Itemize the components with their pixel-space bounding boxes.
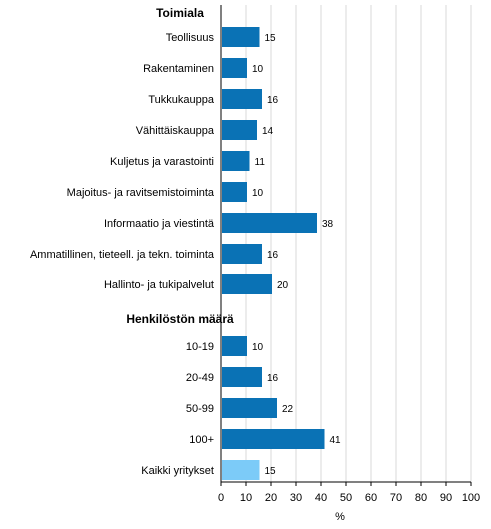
x-tick-label: 10 <box>240 492 252 504</box>
bar <box>222 151 250 171</box>
x-tick-label: 80 <box>415 492 427 504</box>
category-label: Vähittäiskauppa <box>136 125 215 137</box>
data-label: 10 <box>252 188 264 199</box>
group-heading: Toimiala <box>156 6 204 20</box>
grid-lines <box>245 5 472 482</box>
bar <box>222 182 247 202</box>
data-label: 20 <box>277 280 289 291</box>
category-label: Kuljetus ja varastointi <box>110 156 214 168</box>
data-label: 11 <box>255 157 266 168</box>
data-label: 16 <box>267 95 279 106</box>
data-label: 38 <box>322 219 334 230</box>
category-label: Hallinto- ja tukipalvelut <box>104 279 214 291</box>
bar <box>222 89 262 109</box>
bar <box>222 27 260 47</box>
data-label: 41 <box>330 435 342 446</box>
x-tick-label: 30 <box>290 492 302 504</box>
category-label: 10-19 <box>186 341 214 353</box>
value-labels: 15 10 16 14 11 10 38 16 20 10 16 22 41 15 <box>252 33 341 477</box>
bar <box>222 429 325 449</box>
x-tick-label: 0 <box>218 492 224 504</box>
category-label: 50-99 <box>186 403 214 415</box>
bar <box>222 367 262 387</box>
bar <box>222 274 272 294</box>
x-tick-label: 100 <box>462 492 480 504</box>
data-label: 10 <box>252 342 264 353</box>
data-label: 14 <box>262 126 274 137</box>
x-tick-label: 70 <box>390 492 402 504</box>
data-label: 22 <box>282 404 294 415</box>
category-label: Rakentaminen <box>143 63 214 75</box>
bar <box>222 213 317 233</box>
x-axis-title: % <box>335 511 345 523</box>
x-axis: 0 10 20 30 40 50 60 70 80 90 100 <box>218 5 480 504</box>
bar <box>222 398 277 418</box>
data-label: 16 <box>267 373 279 384</box>
bar <box>222 336 247 356</box>
data-label: 16 <box>267 250 279 261</box>
data-label: 10 <box>252 64 264 75</box>
data-label: 15 <box>265 466 277 477</box>
category-label: Ammatillinen, tieteell. ja tekn. toimint… <box>30 249 215 261</box>
x-tick-label: 40 <box>315 492 327 504</box>
bars <box>222 27 325 480</box>
data-label: 15 <box>265 33 277 44</box>
category-label: Kaikki yritykset <box>141 465 214 477</box>
category-label: Informaatio ja viestintä <box>104 218 215 230</box>
bar <box>222 244 262 264</box>
category-labels: Toimiala Teollisuus Rakentaminen Tukkukaupp… <box>30 6 234 477</box>
bar <box>222 58 247 78</box>
category-label: Tukkukauppa <box>148 94 215 106</box>
x-tick-label: 90 <box>440 492 452 504</box>
category-label: 20-49 <box>186 372 214 384</box>
category-label: Majoitus- ja ravitsemistoiminta <box>67 187 215 199</box>
group-heading: Henkilöstön määrä <box>126 312 234 326</box>
x-tick-label: 60 <box>365 492 377 504</box>
x-tick-label: 20 <box>265 492 277 504</box>
bar <box>222 120 257 140</box>
bar <box>222 460 260 480</box>
category-label: 100+ <box>189 434 214 446</box>
category-label: Teollisuus <box>166 32 215 44</box>
x-tick-label: 50 <box>340 492 352 504</box>
